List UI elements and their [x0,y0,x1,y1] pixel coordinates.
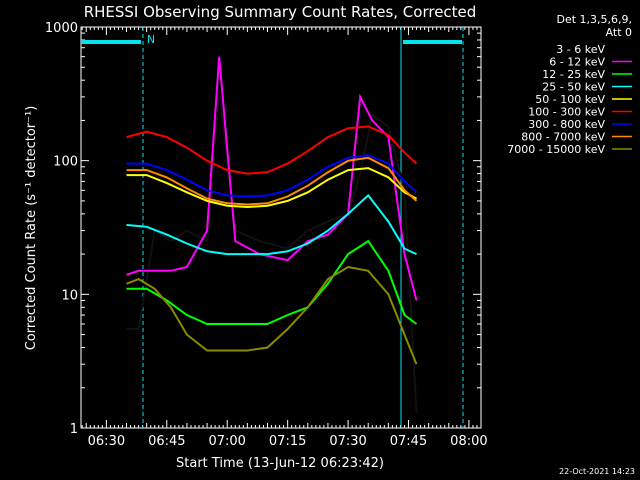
y-tick-label: 10 [61,288,78,303]
legend-header-line-2: Att 0 [606,26,632,39]
legend-label: 25 - 50 keV [542,81,605,94]
series-line-1 [126,56,418,301]
x-tick-label: 06:30 [88,434,125,449]
x-tick-label: 07:45 [390,434,427,449]
series-line-3 [126,193,417,256]
x-tick-label: 07:00 [208,434,245,449]
y-tick-label: 1000 [45,21,78,36]
y-tick-label: 1 [70,422,78,437]
chart-title: RHESSI Observing Summary Count Rates, Co… [84,3,477,21]
legend-label: 7000 - 15000 keV [507,143,605,156]
legend-label: 100 - 300 keV [528,106,605,119]
y-axis-label: Corrected Count Rate (s⁻¹ detector⁻¹) [24,106,39,351]
legend-label: 800 - 7000 keV [521,131,605,144]
series-line-8 [126,265,418,365]
y-tick-label: 100 [53,155,78,170]
plot-border [80,26,482,429]
y-axis-ticks: 1 10 100 1000 [45,21,481,437]
series-line-4 [126,167,417,209]
series-line-0 [126,89,418,413]
plot-frame [80,26,482,429]
legend-label: 6 - 12 keV [549,56,605,69]
legend-label: 300 - 800 keV [528,118,605,131]
legend-label: 12 - 25 keV [542,68,605,81]
series-line-7 [126,156,418,206]
x-tick-label: 08:00 [450,434,487,449]
x-axis-ticks: 06:30 06:45 07:00 07:15 07:30 07:45 08:00 [81,27,488,449]
x-tick-label: 07:30 [329,434,366,449]
timestamp: 22-Oct-2021 14:23 [559,467,635,476]
x-tick-label: 06:45 [148,434,185,449]
x-tick-label: 07:15 [269,434,306,449]
legend-header-line-1: Det 1,3,5,6,9, [556,13,632,26]
night-marker-label: N [147,33,155,46]
legend-label: 3 - 6 keV [556,43,605,56]
series-line-5 [126,125,418,175]
series-line-6 [126,154,418,198]
series-lines [126,56,418,413]
series-line-2 [126,239,418,325]
x-axis-label: Start Time (13-Jun-12 06:23:42) [176,456,384,471]
legend-label: 50 - 100 keV [535,93,605,106]
